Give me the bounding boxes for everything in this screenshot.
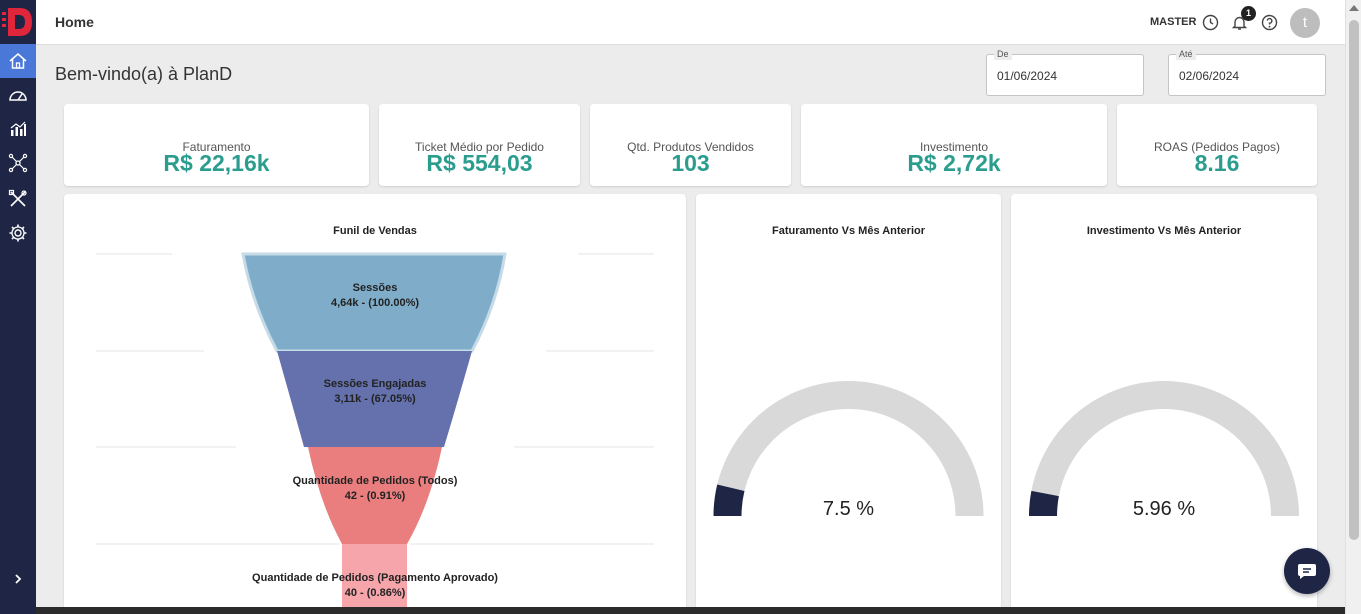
kpi-label: ROAS (Pedidos Pagos) [1153,140,1281,154]
bottom-bar [36,607,1345,614]
speedometer-icon [9,91,27,101]
date-from-value: 01/06/2024 [997,69,1058,83]
top-header: Home MASTER 1 t [36,0,1345,45]
welcome-heading: Bem-vindo(a) à PlanD [55,64,233,84]
network-icon [8,153,28,173]
gauge-fill [1029,490,1059,516]
plan-d-logo-icon[interactable] [0,4,36,40]
scroll-up-arrow-icon[interactable] [1349,5,1359,11]
funnel-title: Funil de Vendas [333,225,417,237]
gauge-card-investimento: Investimento Vs Mês Anterior 5.96 % [1011,194,1317,614]
gauge-title: Faturamento Vs Mês Anterior [771,225,925,237]
kpi-label: Investimento [919,140,989,154]
kpi-value: R$ 22,16k [163,150,270,176]
chat-button[interactable] [1284,548,1330,594]
notification-badge: 1 [1241,6,1256,21]
gauge-value: 7.5 % [822,498,875,520]
funnel-stage-detail: 40 - (0.86%) [344,587,406,599]
funnel-stage-label: Quantidade de Pedidos (Pagamento Aprovad… [64,571,686,601]
date-from-field[interactable]: De 01/06/2024 [986,48,1144,96]
sidebar-item-tools[interactable] [0,182,36,216]
tools-icon [8,189,27,207]
funnel-stage-label: Sessões 4,64k - (100.00%) [64,281,686,311]
gear-icon [9,224,27,242]
funnel-stage-name: Quantidade de Pedidos (Todos) [292,475,458,487]
kpi-value: 103 [671,150,710,176]
funnel-card: Funil de Vendas Sessões 4,64k - (100.00%… [64,194,686,614]
gauge-title: Investimento Vs Mês Anterior [1086,225,1242,237]
home-icon [9,53,27,69]
kpi-label: Faturamento [182,140,251,154]
sidebar-item-home[interactable] [0,44,36,78]
sidebar-item-settings[interactable] [0,216,36,250]
sidebar-item-network[interactable] [0,146,36,180]
funnel-stage-label: Sessões Engajadas 3,11k - (67.05%) [64,377,686,407]
funnel-stage-name: Sessões Engajadas [323,378,427,390]
history-button[interactable] [1200,12,1220,32]
date-to-label: Até [1176,48,1196,60]
chevron-right-icon [15,574,22,584]
gauge-fill [713,484,745,516]
chat-icon [1298,564,1316,579]
funnel-stage-name: Quantidade de Pedidos (Pagamento Aprovad… [252,572,498,584]
funnel-stage-pedidos-aprovados [342,544,407,614]
kpi-label: Ticket Médio por Pedido [415,140,544,154]
page-title: Home [55,14,94,30]
kpi-value: R$ 554,03 [426,150,533,176]
kpi-value: 8.16 [1194,150,1240,176]
user-role-label: MASTER [1150,16,1197,28]
sidebar-expand-button[interactable] [0,564,36,594]
funnel-stage-detail: 3,11k - (67.05%) [334,393,416,405]
gauge-track [1029,381,1299,516]
funnel-stage-sessoes-engajadas [277,351,472,447]
scrollbar-thumb[interactable] [1349,20,1359,540]
kpi-card-roas: ROAS (Pedidos Pagos) 8.16 [1117,104,1317,186]
kpi-card-faturamento: Faturamento R$ 22,16k [64,104,369,186]
help-icon [1261,14,1277,30]
sidebar-item-dashboard[interactable] [0,78,36,112]
clock-icon [1202,14,1218,30]
avatar[interactable]: t [1290,8,1320,38]
help-button[interactable] [1259,12,1279,32]
gauge-chart [1029,381,1299,516]
funnel-stage-detail: 42 - (0.91%) [344,490,406,502]
kpi-card-ticket-medio: Ticket Médio por Pedido R$ 554,03 [379,104,580,186]
date-to-value: 02/06/2024 [1179,69,1240,83]
gauge-value: 5.96 % [1132,498,1196,520]
date-from-label: De [994,48,1012,60]
gauge-card-faturamento: Faturamento Vs Mês Anterior 7.5 % [696,194,1001,614]
funnel-stage-label: Quantidade de Pedidos (Todos) 42 - (0.91… [64,474,686,504]
gauge-track [713,381,984,516]
kpi-label: Qtd. Produtos Vendidos [627,140,754,154]
kpi-card-produtos-vendidos: Qtd. Produtos Vendidos 103 [590,104,791,186]
funnel-chart [96,252,654,614]
funnel-stage-detail: 4,64k - (100.00%) [330,297,420,309]
sidebar [0,0,36,614]
kpi-value: R$ 2,72k [907,150,1001,176]
sidebar-item-analytics[interactable] [0,112,36,146]
gauge-chart [713,381,984,516]
bar-chart-icon [10,121,26,136]
funnel-stage-pedidos-todos [308,447,442,544]
kpi-card-investimento: Investimento R$ 2,72k [801,104,1107,186]
page-scrollbar[interactable] [1345,0,1361,614]
date-to-field[interactable]: Até 02/06/2024 [1168,48,1326,96]
funnel-stage-name: Sessões [352,282,398,294]
